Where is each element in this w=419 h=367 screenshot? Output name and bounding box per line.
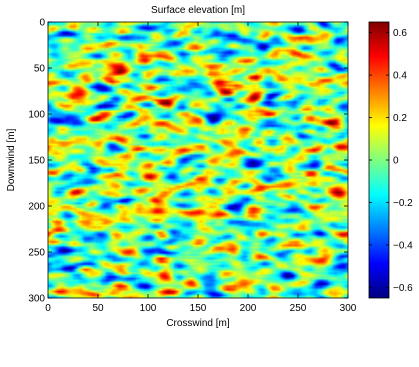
y-tick-label: 250 bbox=[28, 248, 45, 259]
x-tick-label: 0 bbox=[45, 303, 51, 314]
x-tick-label: 150 bbox=[190, 303, 207, 314]
chart-title: Surface elevation [m] bbox=[151, 5, 245, 16]
colorbar-tick-label: 0.6 bbox=[393, 28, 407, 39]
y-axis-label: Downwind [m] bbox=[6, 128, 17, 191]
colorbar-ticks: 0.6 0.4 0.2 0 −0.2 −0.4 −0.6 bbox=[369, 28, 413, 294]
x-tick-label: 100 bbox=[140, 303, 157, 314]
y-tick-label: 300 bbox=[28, 294, 45, 305]
y-tick-label: 100 bbox=[28, 110, 45, 121]
plot-area bbox=[47, 21, 349, 299]
x-tick-label: 50 bbox=[92, 303, 104, 314]
x-tick-label: 250 bbox=[290, 303, 307, 314]
colorbar-tick-label: −0.6 bbox=[393, 283, 413, 294]
colorbar-tick-label: −0.4 bbox=[393, 240, 413, 251]
y-tick-label: 0 bbox=[39, 18, 45, 29]
x-tick-label: 200 bbox=[240, 303, 257, 314]
colorbar-tick-label: 0 bbox=[393, 156, 399, 167]
x-tick-label: 300 bbox=[340, 303, 357, 314]
colorbar-tick-label: 0.2 bbox=[393, 113, 407, 124]
y-tick-label: 200 bbox=[28, 202, 45, 213]
x-axis-label: Crosswind [m] bbox=[166, 318, 230, 329]
y-axis: 0 50 100 150 200 250 300 bbox=[28, 18, 348, 305]
colorbar-tick-label: −0.2 bbox=[393, 198, 413, 209]
colorbar-tick-label: 0.4 bbox=[393, 71, 407, 82]
heatmap-image bbox=[48, 22, 348, 298]
colorbar: 0.6 0.4 0.2 0 −0.2 −0.4 −0.6 bbox=[368, 21, 413, 299]
y-tick-label: 150 bbox=[28, 156, 45, 167]
y-tick-label: 50 bbox=[34, 64, 46, 75]
colorbar-gradient bbox=[369, 22, 389, 298]
x-axis: 0 50 100 150 200 250 300 bbox=[45, 22, 357, 314]
